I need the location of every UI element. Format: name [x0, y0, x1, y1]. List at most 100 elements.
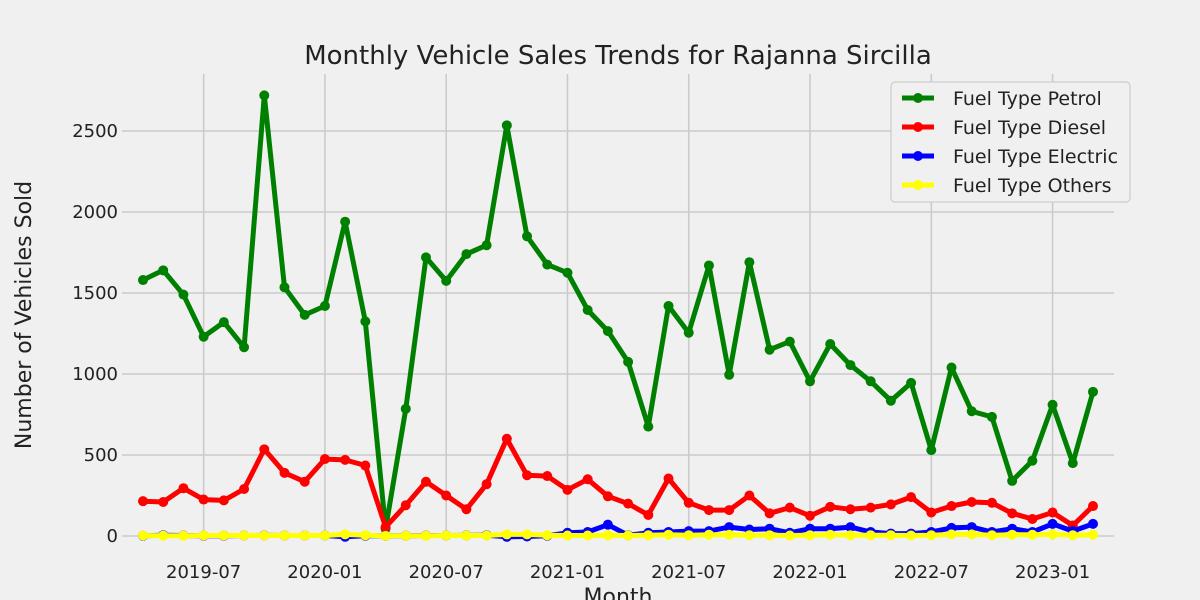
data-point — [441, 530, 452, 541]
data-point — [218, 530, 229, 541]
data-point — [299, 476, 310, 487]
data-point — [380, 522, 391, 533]
data-point — [663, 473, 674, 484]
legend: Fuel Type Petrol Fuel Type Diesel Fuel Typ… — [890, 81, 1131, 203]
legend-label: Fuel Type Electric — [953, 146, 1118, 168]
data-point — [926, 530, 937, 541]
data-point — [1027, 513, 1038, 524]
data-point — [1047, 507, 1058, 518]
data-point — [562, 484, 573, 495]
data-point — [582, 305, 593, 316]
data-point — [845, 530, 856, 541]
data-point — [420, 476, 431, 487]
data-point — [501, 433, 512, 444]
data-point — [481, 479, 492, 490]
data-point — [562, 267, 573, 278]
data-point — [1027, 529, 1038, 540]
data-point — [966, 522, 977, 533]
legend-label: Fuel Type Diesel — [953, 117, 1106, 139]
grid-lines — [122, 74, 1114, 540]
data-point — [1047, 518, 1058, 529]
data-point — [946, 501, 957, 512]
data-point — [966, 529, 977, 540]
data-point — [926, 507, 937, 518]
data-point — [1088, 529, 1098, 540]
data-point — [602, 519, 613, 530]
data-point — [885, 395, 896, 406]
x-tick-label: 2022-01 — [772, 562, 847, 583]
data-point — [218, 495, 229, 506]
chart-title: Monthly Vehicle Sales Trends for Rajanna… — [304, 41, 932, 71]
data-point — [542, 259, 553, 270]
data-point — [744, 490, 755, 501]
data-point — [178, 483, 189, 494]
x-axis-ticks: 2019-07 2020-01 2020-07 2021-01 2021-07 2022-… — [166, 562, 1090, 583]
data-point — [582, 530, 593, 541]
data-point — [744, 257, 755, 268]
data-point — [724, 369, 735, 380]
data-point — [138, 530, 148, 541]
data-point — [602, 326, 613, 337]
data-point — [582, 474, 593, 485]
data-point — [1088, 518, 1098, 529]
series-fuel-type-diesel — [138, 433, 1098, 533]
data-point — [825, 501, 836, 512]
x-tick-label: 2019-07 — [166, 562, 241, 583]
data-point — [845, 360, 856, 371]
data-point — [218, 317, 229, 328]
series-fuel-type-others — [138, 529, 1098, 541]
data-point — [360, 530, 371, 541]
data-point — [663, 300, 674, 311]
data-point — [522, 231, 533, 242]
data-point — [966, 496, 977, 507]
data-point — [481, 240, 492, 251]
x-tick-label: 2021-01 — [530, 562, 605, 583]
y-tick-label: 2500 — [72, 121, 118, 142]
data-point — [602, 530, 613, 541]
data-point — [764, 344, 775, 355]
data-point — [845, 522, 856, 533]
legend-entry: Fuel Type Electric — [902, 146, 1118, 168]
legend-swatch-marker — [913, 151, 923, 161]
data-point — [784, 502, 795, 513]
data-point — [946, 362, 957, 373]
data-point — [986, 497, 997, 508]
data-point — [279, 467, 290, 478]
data-point — [461, 530, 472, 541]
data-point — [623, 356, 634, 367]
data-point — [481, 530, 492, 541]
data-point — [865, 502, 876, 513]
data-point — [1007, 475, 1018, 486]
x-tick-label: 2021-07 — [651, 562, 726, 583]
data-point — [926, 445, 937, 456]
data-point — [420, 252, 431, 263]
data-point — [764, 530, 775, 541]
data-point — [986, 530, 997, 541]
data-point — [360, 460, 371, 471]
series-line — [140, 436, 1096, 530]
data-point — [906, 377, 917, 388]
data-point — [1047, 399, 1058, 410]
data-point — [340, 454, 351, 465]
data-point — [138, 275, 148, 286]
data-point — [461, 249, 472, 260]
data-point — [623, 530, 634, 541]
data-point — [340, 529, 351, 540]
data-point — [380, 530, 391, 541]
legend-entry: Fuel Type Others — [902, 175, 1111, 197]
data-point — [885, 499, 896, 510]
x-tick-label: 2020-01 — [287, 562, 362, 583]
data-point — [340, 216, 351, 227]
data-point — [906, 492, 917, 503]
data-point — [158, 496, 169, 507]
data-point — [441, 275, 452, 286]
data-point — [906, 530, 917, 541]
y-tick-label: 1500 — [72, 283, 118, 304]
x-axis-title: Month — [584, 585, 653, 600]
data-point — [259, 444, 270, 455]
data-point — [683, 327, 694, 338]
data-point — [198, 331, 209, 342]
data-point — [845, 504, 856, 515]
data-point — [784, 336, 795, 347]
